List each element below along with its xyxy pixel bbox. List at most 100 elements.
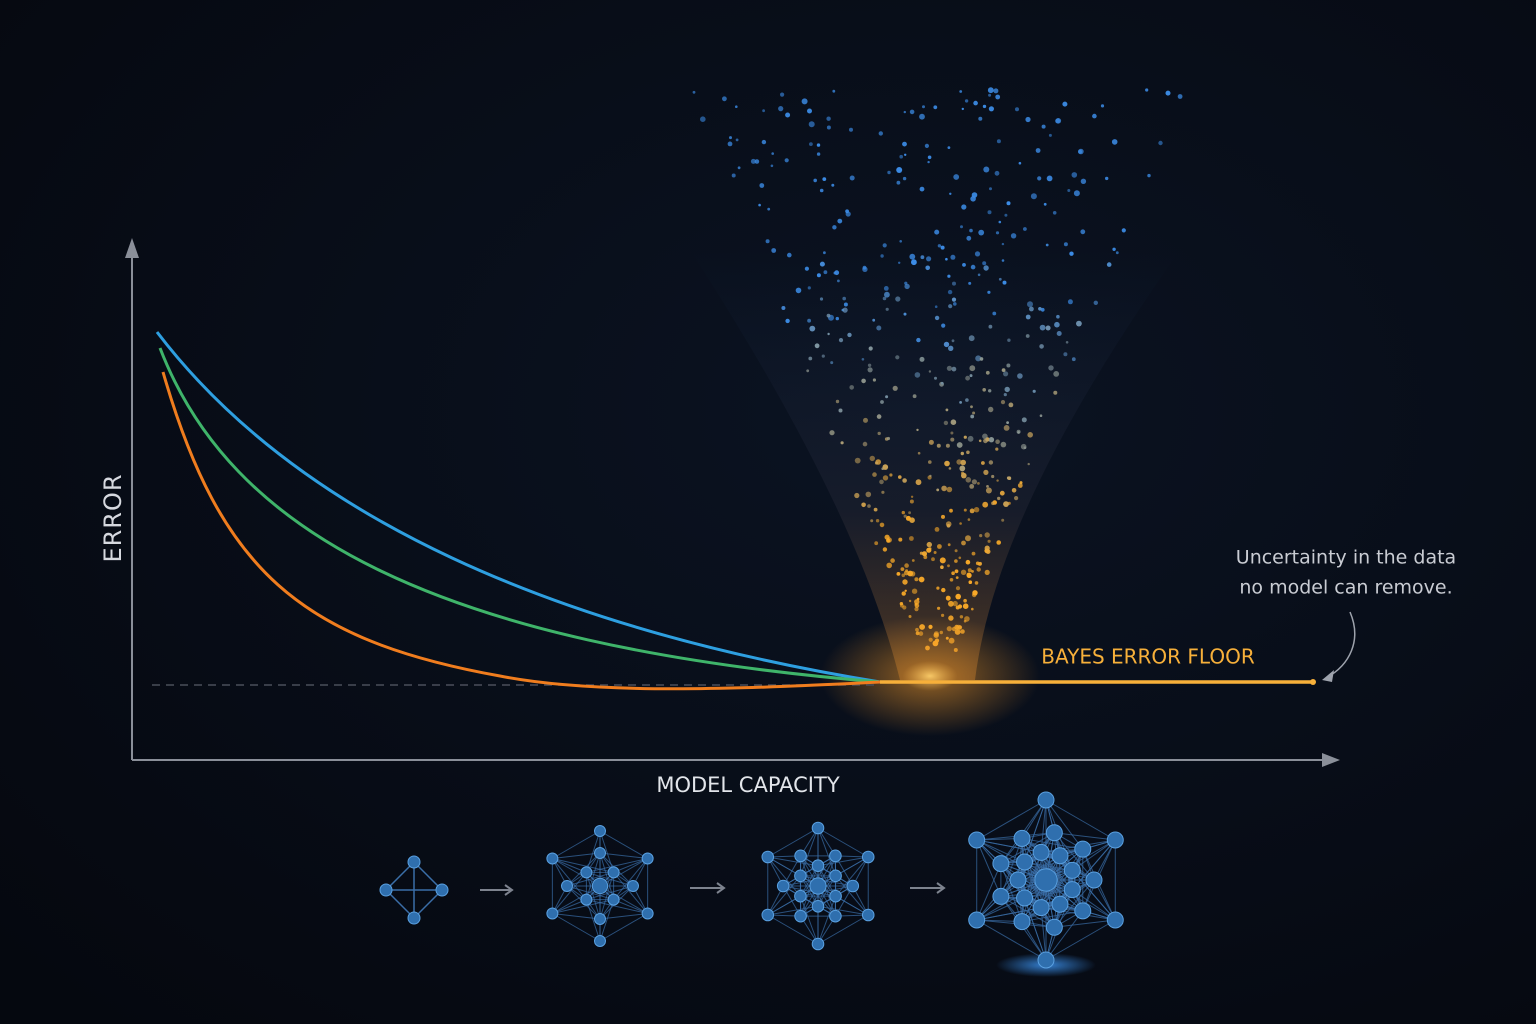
- network-node: [829, 849, 842, 863]
- x-axis-label: MODEL CAPACITY: [656, 773, 839, 797]
- particle: [959, 401, 962, 404]
- particle: [729, 136, 732, 140]
- particle: [978, 561, 982, 566]
- particle: [996, 139, 1001, 144]
- particle: [967, 518, 971, 521]
- particle: [1015, 107, 1019, 112]
- particle: [868, 346, 873, 351]
- particle: [1008, 402, 1014, 408]
- particle: [1018, 161, 1022, 165]
- particle: [947, 274, 951, 278]
- particle: [1048, 133, 1052, 137]
- network-node: [1032, 843, 1050, 861]
- particle: [953, 302, 957, 306]
- particle: [955, 576, 959, 579]
- particle: [909, 253, 916, 260]
- particle: [941, 323, 946, 328]
- particle: [1011, 488, 1017, 493]
- particle: [940, 245, 945, 250]
- network-node: [794, 869, 807, 883]
- particle: [961, 204, 967, 210]
- particle: [969, 228, 973, 233]
- particle: [995, 439, 1000, 445]
- particle: [1048, 365, 1054, 371]
- particle: [737, 166, 741, 170]
- particle: [988, 324, 993, 329]
- network-node: [1016, 853, 1034, 871]
- particle: [976, 567, 981, 572]
- particle: [804, 266, 810, 271]
- particle: [928, 370, 932, 373]
- particle-cloud: [692, 87, 1183, 652]
- particle: [1073, 190, 1080, 197]
- particle: [771, 152, 774, 155]
- particle: [767, 207, 771, 211]
- network-edge: [817, 827, 837, 877]
- particle: [970, 264, 976, 270]
- particle: [960, 569, 967, 575]
- funnel: [690, 250, 1180, 680]
- particle: [988, 460, 994, 465]
- network-node: [607, 866, 620, 879]
- particle: [1007, 338, 1011, 342]
- network-edge: [817, 905, 869, 916]
- particle: [999, 490, 1005, 496]
- particle: [940, 565, 944, 569]
- network-node: [1074, 902, 1092, 920]
- particle: [1065, 341, 1069, 344]
- particle: [911, 559, 915, 562]
- particle: [1054, 321, 1060, 328]
- particle: [785, 318, 790, 324]
- particle: [722, 96, 727, 102]
- network-edge: [1000, 855, 1061, 897]
- network-node: [1013, 913, 1031, 931]
- particle: [933, 105, 938, 110]
- network-edge: [566, 871, 614, 887]
- network-edge: [835, 856, 869, 897]
- particle: [892, 385, 898, 391]
- particle: [934, 305, 938, 309]
- particle: [1029, 306, 1034, 312]
- network-edge: [1040, 848, 1084, 908]
- particle: [955, 586, 961, 591]
- particle: [965, 477, 972, 483]
- particle: [904, 570, 909, 576]
- particle: [1027, 462, 1030, 466]
- particle: [948, 345, 954, 351]
- particle: [992, 311, 997, 316]
- particle: [880, 254, 884, 258]
- particle: [813, 178, 817, 183]
- particle: [941, 514, 945, 519]
- annotation-line: no model can remove.: [1239, 577, 1452, 599]
- particle: [965, 535, 971, 542]
- network-edge: [599, 852, 615, 900]
- network-node: [794, 889, 807, 903]
- network-node: [1034, 868, 1058, 892]
- particle: [845, 209, 849, 214]
- particle: [984, 532, 990, 538]
- network-edge: [1045, 910, 1084, 961]
- network-edge: [976, 839, 1002, 897]
- particle: [849, 175, 855, 181]
- particle: [919, 186, 925, 192]
- particle: [937, 544, 942, 549]
- particle: [808, 121, 815, 128]
- particle: [933, 551, 937, 554]
- particle: [1030, 193, 1037, 200]
- particle: [995, 231, 1000, 235]
- network-edge: [1000, 863, 1073, 871]
- particle: [946, 486, 953, 493]
- particle: [819, 297, 824, 301]
- particle: [902, 176, 907, 181]
- particle: [1017, 483, 1023, 488]
- particle: [970, 414, 975, 419]
- annotation-arrowhead: [1322, 670, 1334, 682]
- particle: [1071, 172, 1078, 178]
- network-node: [761, 850, 775, 864]
- particle: [909, 571, 916, 577]
- particle: [872, 318, 876, 322]
- network-edge: [613, 872, 649, 914]
- network-edge: [1054, 832, 1116, 841]
- particle: [988, 93, 992, 97]
